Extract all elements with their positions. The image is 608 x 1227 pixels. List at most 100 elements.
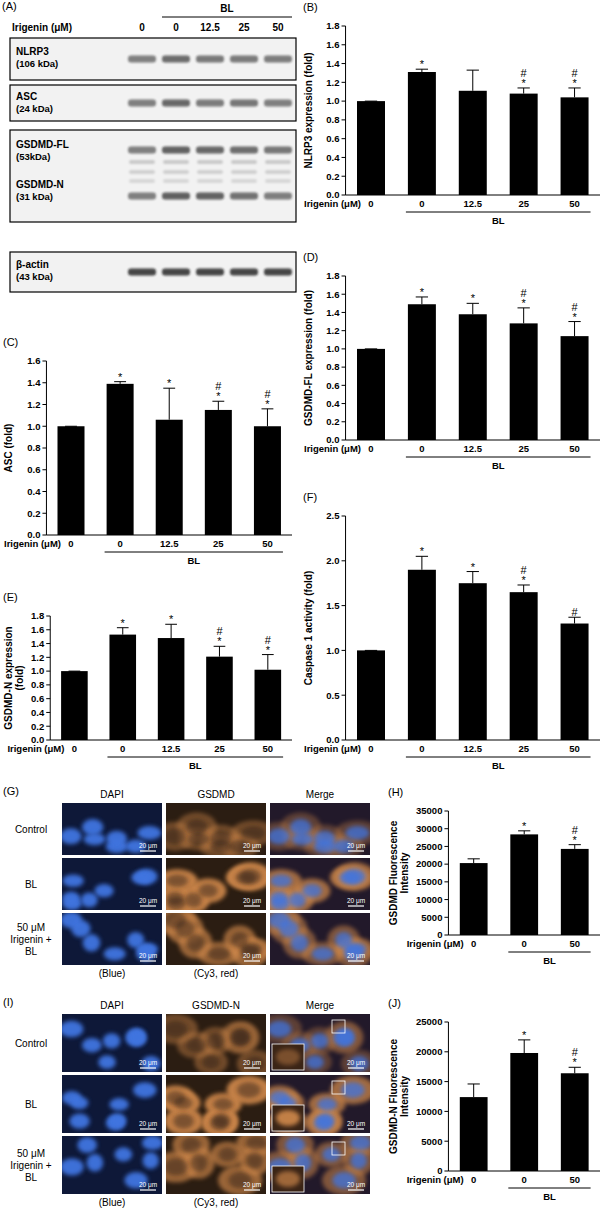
category-label: 50 bbox=[569, 198, 580, 209]
error-cap bbox=[467, 70, 479, 71]
tick-label: 0.4 bbox=[326, 152, 340, 163]
nucleus-shadow bbox=[237, 1082, 260, 1098]
nucleus-shadow bbox=[202, 1055, 220, 1069]
tick-label: 1.5 bbox=[326, 600, 340, 611]
y-tick bbox=[444, 1111, 448, 1112]
micrograph bbox=[62, 1075, 162, 1133]
cells bbox=[166, 1076, 266, 1133]
blot-band bbox=[264, 56, 292, 63]
nucleus bbox=[131, 871, 152, 884]
y-tick bbox=[342, 421, 346, 422]
group-line bbox=[105, 552, 283, 553]
significance: * bbox=[522, 1029, 527, 1041]
nucleus bbox=[63, 897, 82, 910]
category-label: 25 bbox=[518, 198, 529, 209]
y-axis bbox=[448, 811, 449, 935]
group-label: BL bbox=[220, 3, 233, 14]
significance: * bbox=[573, 834, 578, 846]
error-bar bbox=[518, 585, 530, 592]
nucleus bbox=[270, 1021, 291, 1038]
scale-bar bbox=[244, 850, 260, 851]
panel-letter: (A) bbox=[2, 0, 17, 12]
y-tick bbox=[342, 82, 346, 83]
nucleus-shadow bbox=[166, 1158, 188, 1175]
inset-cell bbox=[276, 1110, 300, 1126]
faint-band bbox=[129, 179, 155, 183]
nucleus-shadow bbox=[166, 828, 186, 844]
bar bbox=[158, 638, 185, 740]
tick-label: 20000 bbox=[416, 858, 442, 869]
nucleus bbox=[86, 1154, 103, 1172]
nucleus bbox=[290, 819, 312, 835]
text-line: GSDMD-FL expression (fold) bbox=[303, 290, 314, 426]
category-label: 50 bbox=[263, 743, 274, 754]
axis-title: Irigenin (μM) bbox=[304, 443, 361, 454]
nucleus bbox=[62, 828, 82, 844]
scale-label: 20 μm bbox=[139, 1181, 157, 1189]
inset bbox=[272, 1044, 304, 1070]
y-tick bbox=[342, 385, 346, 386]
y-tick bbox=[342, 176, 346, 177]
bar bbox=[57, 426, 84, 535]
faint-band bbox=[265, 179, 291, 183]
row-label: Control bbox=[15, 1038, 47, 1049]
cells bbox=[62, 869, 158, 910]
marks bbox=[460, 1040, 589, 1171]
error-line bbox=[421, 556, 422, 569]
group-label: BL bbox=[187, 555, 200, 566]
error-bar bbox=[568, 322, 580, 337]
y-tick bbox=[42, 535, 46, 536]
y-axis bbox=[50, 616, 51, 740]
significance: * bbox=[572, 311, 577, 323]
category-label: 0 bbox=[522, 1174, 527, 1185]
scale-label: 20 μm bbox=[243, 842, 261, 850]
y-axis bbox=[345, 516, 346, 740]
y-tick bbox=[342, 740, 346, 741]
axis-title: Irigenin (μM) bbox=[304, 198, 361, 209]
protein-size: (106 kDa) bbox=[16, 58, 58, 69]
protein-size: (31 kDa) bbox=[16, 191, 53, 202]
category-label: 0 bbox=[120, 743, 125, 754]
panel-letter: (J) bbox=[388, 997, 401, 1009]
significance: * bbox=[522, 297, 527, 309]
significance: * bbox=[522, 77, 527, 89]
y-tick bbox=[42, 382, 46, 383]
error-bar bbox=[262, 655, 274, 670]
bar-chart: (E)GSDMD-N expression(fold)0.00.20.40.60… bbox=[3, 591, 292, 771]
scale-label: 20 μm bbox=[347, 952, 365, 960]
cells bbox=[62, 913, 158, 961]
nucleus-shadow bbox=[246, 1152, 262, 1169]
text-line: GSDMD Fluorescence bbox=[388, 820, 399, 925]
bar bbox=[561, 849, 589, 935]
protein-name: NLRP3 bbox=[16, 46, 49, 57]
y-tick bbox=[342, 330, 346, 331]
error-bar bbox=[262, 409, 274, 426]
category-label: 12.5 bbox=[464, 198, 483, 209]
error-bar bbox=[518, 1040, 530, 1053]
tick-label: 0.6 bbox=[326, 380, 339, 391]
scale-label: 20 μm bbox=[243, 1059, 261, 1067]
y-tick bbox=[342, 695, 346, 696]
nucleus bbox=[350, 1152, 366, 1169]
category-label: 12.5 bbox=[464, 743, 483, 754]
protein-size: (24 kDa) bbox=[16, 103, 53, 114]
nucleus bbox=[270, 874, 292, 887]
nucleus bbox=[82, 819, 104, 835]
y-tick bbox=[342, 101, 346, 102]
scale-bar bbox=[140, 1128, 156, 1129]
nucleus bbox=[317, 1113, 335, 1128]
axis-title: Irigenin (μM) bbox=[4, 538, 61, 549]
scale-bar bbox=[348, 1067, 364, 1068]
scale-label: 20 μm bbox=[139, 952, 157, 960]
blot-band bbox=[196, 147, 224, 154]
nucleus bbox=[306, 1055, 324, 1069]
tick-label: 0.2 bbox=[326, 416, 339, 427]
group-line bbox=[508, 1188, 590, 1189]
error-bar bbox=[365, 101, 377, 102]
cells bbox=[166, 913, 266, 965]
error-cap bbox=[69, 671, 81, 672]
blot-frame bbox=[10, 38, 296, 80]
nucleus bbox=[133, 1082, 156, 1098]
panel-letter: (E) bbox=[3, 591, 18, 603]
significance: # bbox=[571, 606, 578, 618]
